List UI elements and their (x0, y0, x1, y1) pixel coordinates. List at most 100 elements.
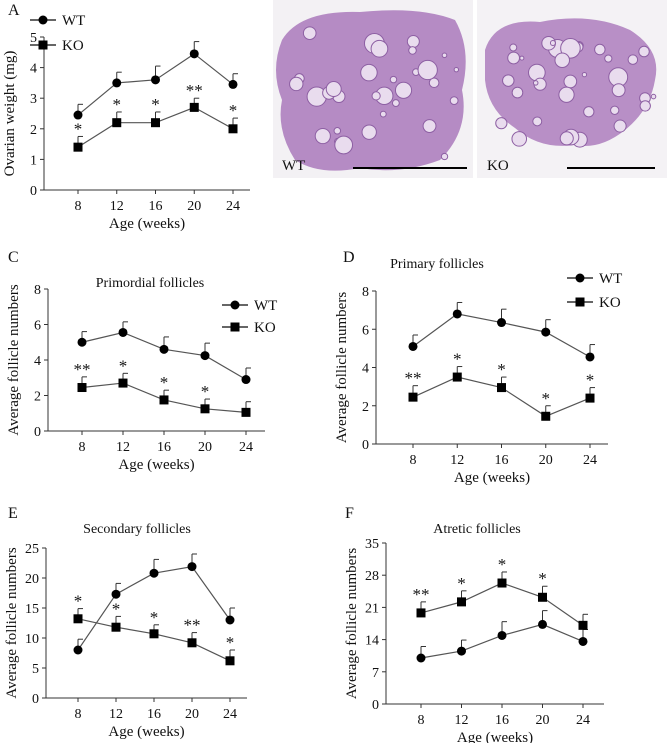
y-axis-label: Average follicle numbers (6, 284, 22, 435)
follicle-mark (611, 83, 626, 98)
follicle-mark (333, 127, 342, 135)
significance-marker: * (457, 574, 466, 593)
data-point (416, 653, 426, 663)
series-wt (408, 301, 595, 362)
x-tick-label: 12 (110, 199, 124, 214)
follicle-mark (604, 54, 613, 63)
panel-label: F (345, 505, 354, 522)
significance-marker: * (112, 599, 121, 618)
significance-marker: * (150, 608, 159, 627)
data-point (73, 142, 83, 152)
follicle-mark (519, 55, 525, 61)
data-point (111, 622, 121, 632)
data-point (73, 614, 83, 624)
series-ko (73, 608, 235, 666)
data-point (497, 578, 507, 588)
chart-title: Primary follicles (390, 257, 484, 272)
follicle-mark (440, 152, 449, 161)
data-point (457, 646, 466, 656)
y-tick-label: 2 (34, 390, 41, 405)
data-point (452, 309, 462, 319)
y-axis-label: Average follicle numbers (4, 547, 20, 698)
series-wt (73, 41, 238, 120)
follicle-mark (502, 74, 515, 87)
follicle-mark (560, 38, 581, 59)
x-tick-label: 20 (187, 199, 201, 214)
x-axis-label: Age (weeks) (118, 457, 194, 473)
follicle-mark (325, 81, 342, 98)
follicle-mark (360, 63, 378, 82)
follicle-mark (563, 74, 578, 89)
data-point (225, 615, 235, 625)
y-tick-label: 20 (25, 572, 39, 587)
legend-label: KO (62, 38, 84, 54)
follicle-mark (371, 91, 381, 101)
x-tick-label: 16 (495, 713, 509, 728)
follicle-mark (639, 100, 651, 112)
data-point (159, 344, 169, 354)
data-point (77, 383, 87, 393)
legend-item-wt: WT (222, 298, 277, 314)
follicle-mark (650, 93, 657, 100)
significance-marker: ** (74, 360, 91, 379)
significance-marker: * (119, 356, 128, 375)
follicle-mark (334, 135, 354, 155)
x-tick-label: 16 (157, 440, 171, 455)
significance-marker: * (160, 373, 169, 392)
data-point (149, 629, 159, 639)
x-tick-label: 12 (109, 707, 123, 722)
x-tick-label: 24 (226, 199, 240, 214)
significance-marker: ** (413, 585, 430, 604)
x-tick-label: 8 (410, 453, 417, 468)
data-point (585, 352, 595, 362)
significance-marker: * (229, 101, 238, 120)
data-point (151, 75, 160, 85)
x-axis-label: Age (weeks) (108, 724, 184, 740)
data-point (241, 375, 251, 385)
follicle-mark (532, 80, 539, 86)
data-point (111, 589, 121, 599)
data-point (497, 318, 506, 328)
data-point (73, 645, 83, 655)
follicle-mark (406, 34, 420, 48)
y-axis-label: Ovarian weight (mg) (2, 51, 18, 177)
data-point (541, 411, 551, 421)
significance-marker: * (497, 360, 506, 379)
follicle-mark (449, 96, 459, 105)
panel-label: E (8, 505, 18, 522)
follicle-mark (302, 26, 317, 40)
image-caption-ko: KO (487, 158, 509, 174)
y-tick-label: 4 (362, 362, 369, 377)
x-tick-label: 8 (75, 199, 82, 214)
significance-marker: * (453, 350, 462, 369)
y-tick-label: 7 (372, 666, 379, 681)
follicle-mark (453, 66, 460, 73)
data-point (151, 118, 160, 128)
data-point (457, 597, 466, 607)
data-point (189, 102, 199, 112)
chart-title: Secondary follicles (83, 522, 191, 537)
y-tick-label: 0 (32, 692, 39, 707)
data-point (112, 118, 122, 128)
legend-item-ko: KO (30, 38, 84, 54)
data-point (118, 378, 128, 388)
follicle-mark (559, 131, 574, 146)
panel-label: A (8, 2, 20, 19)
follicle-mark (417, 59, 438, 81)
legend-label: KO (599, 295, 621, 311)
y-tick-label: 2 (30, 123, 37, 138)
significance-marker: * (151, 95, 160, 114)
legend-label: WT (599, 271, 622, 287)
y-tick-label: 2 (362, 400, 369, 415)
series-wt (77, 321, 251, 385)
follicle-mark (379, 110, 387, 118)
data-point (228, 124, 238, 134)
y-tick-label: 5 (32, 662, 39, 677)
data-point (538, 619, 547, 629)
y-tick-label: 0 (372, 698, 379, 713)
significance-marker: * (538, 569, 547, 588)
panel-b: B WT KO (273, 0, 667, 178)
